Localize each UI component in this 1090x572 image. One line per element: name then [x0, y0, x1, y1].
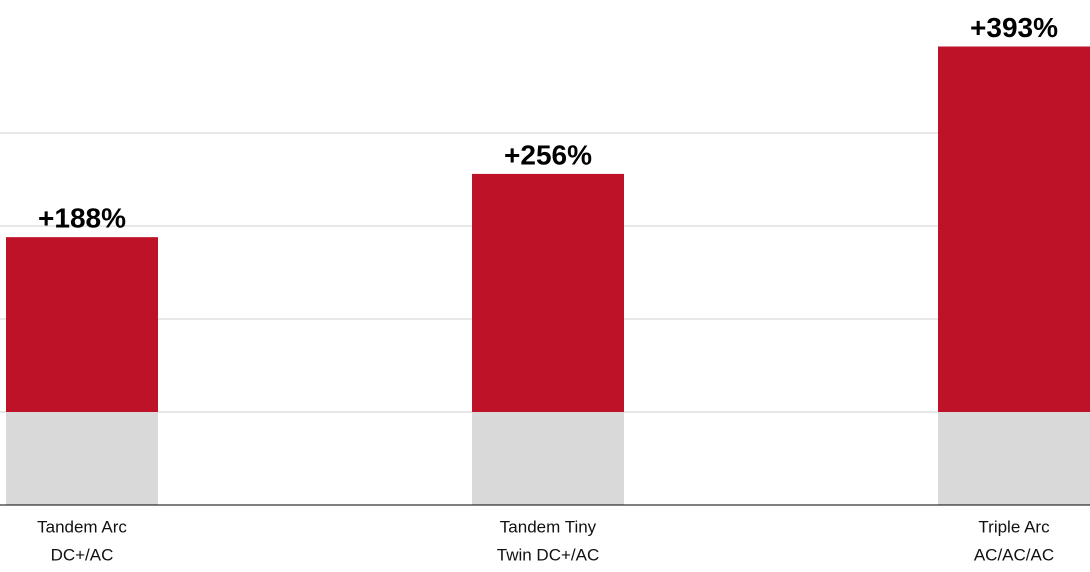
- value-label: +188%: [38, 203, 126, 234]
- x-tick-label: Tandem Arc: [37, 517, 127, 536]
- value-label: +393%: [970, 12, 1058, 43]
- bar-segment: [6, 411, 158, 505]
- x-tick-label: AC/AC/AC: [974, 545, 1054, 564]
- value-label: +256%: [504, 139, 592, 170]
- bar-segment: [938, 46, 1090, 412]
- bar-segment: [6, 237, 158, 412]
- x-tick-label: Tandem Tiny: [500, 517, 597, 536]
- bar-segment: [472, 411, 624, 505]
- x-tick-label: DC+/AC: [51, 545, 114, 564]
- x-tick-label: Twin DC+/AC: [497, 545, 600, 564]
- x-tick-label: Triple Arc: [978, 517, 1050, 536]
- bar-segment: [938, 411, 1090, 505]
- bar-segment: [472, 173, 624, 412]
